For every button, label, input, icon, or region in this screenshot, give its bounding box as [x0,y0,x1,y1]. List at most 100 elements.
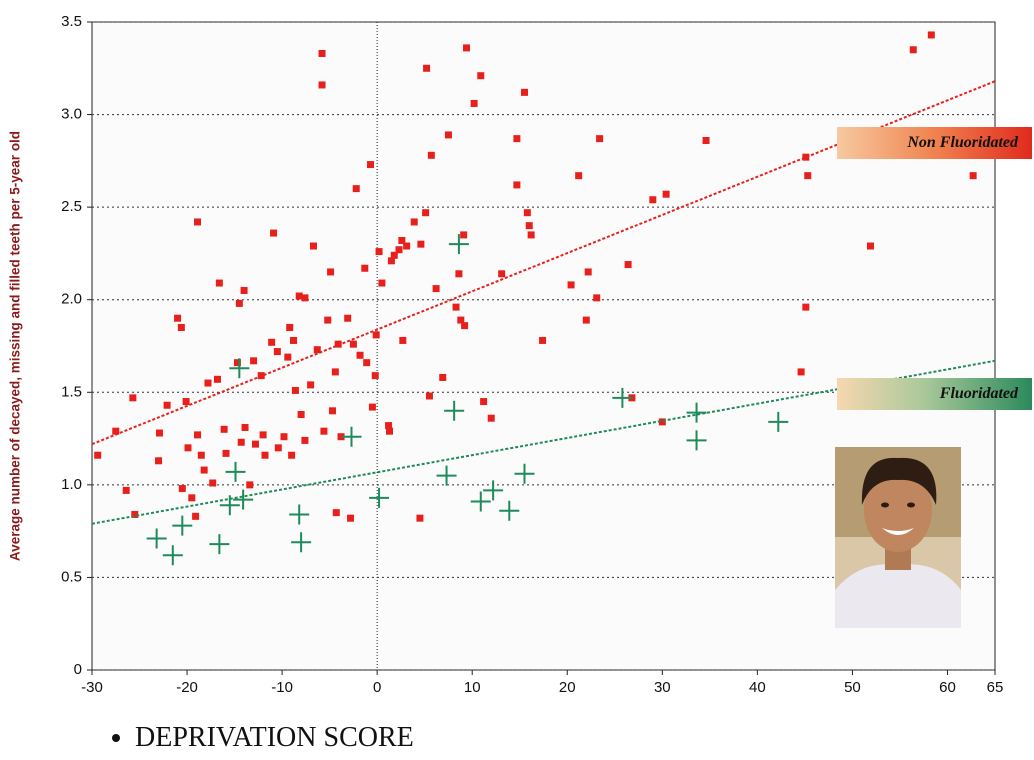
square-marker [286,324,293,331]
y-tick-label: 1.0 [61,476,82,493]
square-marker [350,341,357,348]
square-marker [314,346,321,353]
chart: Average number of decayed, missing and f… [0,0,1034,720]
square-marker [416,515,423,522]
square-marker [804,172,811,179]
square-marker [428,152,435,159]
y-tick-label: 3.0 [61,106,82,123]
square-marker [593,294,600,301]
square-marker [164,402,171,409]
square-marker [209,480,216,487]
square-marker [372,372,379,379]
square-marker [802,154,809,161]
x-tick-label: 10 [464,679,481,696]
x-tick-label: 60 [939,679,956,696]
square-marker [236,300,243,307]
x-tick-label: 50 [844,679,861,696]
square-marker [292,387,299,394]
square-marker [596,135,603,142]
square-marker [252,441,259,448]
square-marker [216,280,223,287]
square-marker [461,322,468,329]
square-marker [238,439,245,446]
square-marker [422,209,429,216]
square-marker [198,452,205,459]
square-marker [320,428,327,435]
square-marker [539,337,546,344]
square-marker [361,265,368,272]
square-marker [275,444,282,451]
photo [835,447,961,628]
square-marker [178,324,185,331]
square-marker [183,398,190,405]
x-axis-title-list: DEPRIVATION SCORE [95,722,414,754]
square-marker [477,72,484,79]
y-tick-label: 1.5 [61,383,82,400]
square-marker [423,65,430,72]
square-marker [568,281,575,288]
square-marker [585,268,592,275]
square-marker [261,452,268,459]
square-marker [221,426,228,433]
square-marker [270,230,277,237]
square-marker [399,337,406,344]
square-marker [524,209,531,216]
y-tick-label: 3.5 [61,13,82,30]
square-marker [129,394,136,401]
x-tick-label: -30 [81,679,103,696]
square-marker [274,348,281,355]
square-marker [575,172,582,179]
square-marker [204,380,211,387]
square-marker [347,515,354,522]
square-marker [179,485,186,492]
y-tick-label: 2.0 [61,291,82,308]
square-marker [288,452,295,459]
square-marker [867,243,874,250]
square-marker [970,172,977,179]
square-marker [301,437,308,444]
square-marker [386,428,393,435]
x-axis-title: DEPRIVATION SCORE [135,722,414,754]
square-marker [112,428,119,435]
square-marker [333,509,340,516]
square-marker [214,376,221,383]
square-marker [625,261,632,268]
legend-label: Fluoridated [837,378,1032,410]
square-marker [910,46,917,53]
square-marker [583,317,590,324]
square-marker [250,357,257,364]
square-marker [192,513,199,520]
square-marker [155,457,162,464]
y-tick-label: 0.5 [61,568,82,585]
square-marker [194,431,201,438]
square-marker [369,404,376,411]
square-marker [174,315,181,322]
x-tick-label: 0 [373,679,381,696]
x-tick-label: 30 [654,679,671,696]
square-marker [411,218,418,225]
square-marker [363,359,370,366]
square-marker [94,452,101,459]
square-marker [445,131,452,138]
square-marker [258,372,265,379]
square-marker [526,222,533,229]
square-marker [284,354,291,361]
square-marker [802,304,809,311]
square-marker [319,81,326,88]
square-marker [455,270,462,277]
square-marker [513,135,520,142]
square-marker [357,352,364,359]
square-marker [307,381,314,388]
square-marker [528,231,535,238]
square-marker [463,44,470,51]
square-marker [327,268,334,275]
square-marker [188,494,195,501]
page: {"chart_data": { "type": "scatter", "xla… [0,0,1034,760]
square-marker [453,304,460,311]
square-marker [373,331,380,338]
square-marker [703,137,710,144]
square-marker [488,415,495,422]
square-marker [241,287,248,294]
square-marker [353,185,360,192]
square-marker [298,411,305,418]
